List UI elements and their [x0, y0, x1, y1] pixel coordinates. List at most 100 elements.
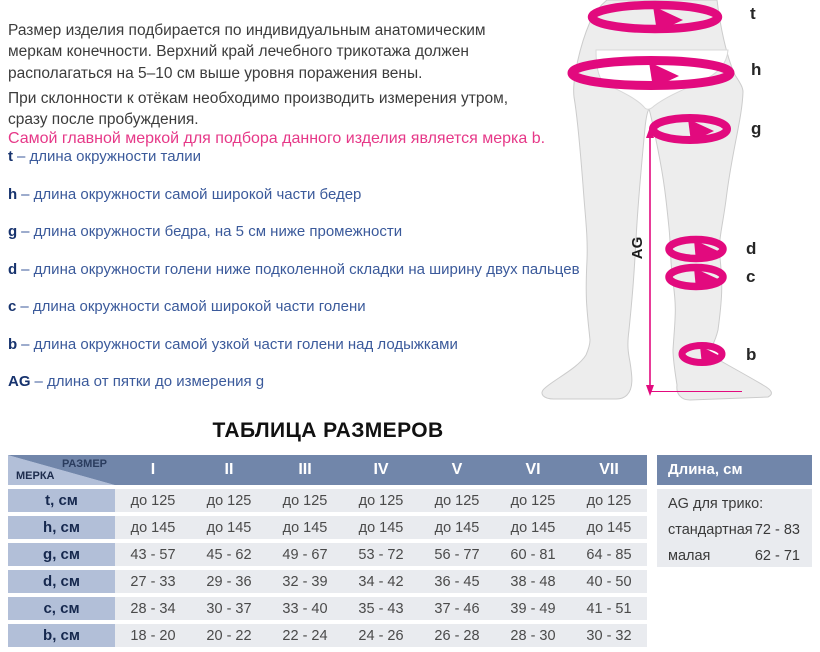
size-cell: 36 - 45	[419, 570, 495, 593]
size-table: РАЗМЕР МЕРКА I II III IV V VI VII t, см …	[8, 451, 647, 651]
definition-d: d – длина окружности голени ниже подколен…	[8, 261, 608, 279]
definition-text: – длина окружности самой широкой части б…	[21, 185, 362, 203]
definition-text: – длина окружности самой широкой части г…	[20, 298, 366, 315]
size-cell: до 125	[343, 489, 419, 512]
diagram-label-c: c	[746, 267, 756, 286]
row-label: c, см	[8, 597, 115, 620]
size-cell: до 125	[191, 489, 267, 512]
ag-arrow-bottom	[646, 385, 654, 396]
ag-arrow-top	[646, 127, 654, 138]
intro-highlight: Самой главной меркой для подбора данного…	[8, 130, 546, 147]
size-row-c: c, см 28 - 34 30 - 37 33 - 40 35 - 43 37…	[8, 597, 647, 620]
size-cell: 27 - 33	[115, 570, 191, 593]
length-row-standard: стандартная 72 - 83	[657, 518, 812, 542]
definition-text: – длина окружности голени ниже подколенн…	[21, 260, 580, 278]
row-label: g, см	[8, 543, 115, 566]
diagram-label-d: d	[746, 239, 757, 258]
size-cell: 22 - 24	[267, 624, 343, 647]
length-panel-header: Длина, см	[657, 455, 812, 485]
size-cell: 64 - 85	[571, 543, 647, 566]
definition-key: d	[8, 260, 18, 278]
size-cell: 53 - 72	[343, 543, 419, 566]
definition-key: g	[8, 223, 18, 240]
size-row-t: t, см до 125 до 125 до 125 до 125 до 125…	[8, 489, 647, 512]
column-header-6: VI	[495, 455, 571, 485]
size-cell: 26 - 28	[419, 624, 495, 647]
column-header-1: I	[115, 455, 191, 485]
circumference-arrow-b	[678, 342, 726, 366]
size-cell: 40 - 50	[571, 570, 647, 593]
diagram-label-t: t	[750, 4, 756, 23]
corner-measure-label: МЕРКА	[16, 470, 55, 482]
definition-key: c	[8, 298, 17, 315]
definition-key: b	[8, 335, 18, 353]
column-header-7: VII	[571, 455, 647, 485]
size-cell: до 125	[571, 489, 647, 512]
panty-shape	[595, 49, 729, 110]
size-cell: 56 - 77	[419, 543, 495, 566]
circumference-arrow-h	[567, 56, 735, 90]
size-cell: 37 - 46	[419, 597, 495, 620]
definition-text: – длина окружности бедра, на 5 см ниже п…	[21, 223, 403, 240]
definition-key: AG	[8, 373, 31, 390]
definition-key: h	[8, 185, 18, 203]
column-header-2: II	[191, 455, 267, 485]
size-cell: 33 - 40	[267, 597, 343, 620]
length-row-value: 72 - 83	[754, 522, 800, 538]
size-cell: 29 - 36	[191, 570, 267, 593]
size-cell: 38 - 48	[495, 570, 571, 593]
length-row-label: стандартная	[668, 522, 753, 538]
size-cell: 30 - 32	[571, 624, 647, 647]
size-cell: 30 - 37	[191, 597, 267, 620]
size-row-b: b, см 18 - 20 20 - 22 22 - 24 24 - 26 26…	[8, 624, 647, 647]
column-header-3: III	[267, 455, 343, 485]
definition-key: t	[8, 148, 13, 165]
ag-axis-label: AG	[629, 237, 646, 260]
size-cell: 49 - 67	[267, 543, 343, 566]
size-cell: до 145	[343, 516, 419, 539]
size-cell: до 145	[419, 516, 495, 539]
size-row-g: g, см 43 - 57 45 - 62 49 - 67 53 - 72 56…	[8, 543, 647, 566]
size-cell: до 125	[267, 489, 343, 512]
diagram-label-b: b	[746, 345, 757, 364]
size-cell: 28 - 30	[495, 624, 571, 647]
size-cell: 28 - 34	[115, 597, 191, 620]
size-cell: 45 - 62	[191, 543, 267, 566]
size-table-header-row: РАЗМЕР МЕРКА I II III IV V VI VII	[8, 455, 647, 485]
size-cell: до 125	[495, 489, 571, 512]
size-cell: до 145	[115, 516, 191, 539]
size-cell: 43 - 57	[115, 543, 191, 566]
circumference-arrow-d	[665, 235, 727, 263]
definition-text: – длина окружности талии	[17, 148, 202, 165]
size-cell: до 125	[115, 489, 191, 512]
diagram-label-g: g	[751, 119, 762, 138]
definition-text: – длина окружности самой узкой части гол…	[21, 335, 458, 353]
length-panel-subtitle-text: AG для трико:	[668, 496, 764, 512]
size-cell: 41 - 51	[571, 597, 647, 620]
size-cell: 32 - 39	[267, 570, 343, 593]
size-cell: до 125	[419, 489, 495, 512]
intro-paragraph-1: Размер изделия подбирается по индивидуал…	[8, 21, 486, 82]
size-cell: 34 - 42	[343, 570, 419, 593]
intro-paragraph-2: При склонности к отёкам необходимо произ…	[8, 89, 509, 129]
definition-b: b – длина окружности самой узкой части го…	[8, 336, 608, 354]
size-row-h: h, см до 145 до 145 до 145 до 145 до 145…	[8, 516, 647, 539]
size-cell: до 145	[571, 516, 647, 539]
size-cell: 60 - 81	[495, 543, 571, 566]
row-label: d, см	[8, 570, 115, 593]
definition-t: t – длина окружности талии	[8, 148, 608, 166]
circumference-arrow-t	[587, 0, 723, 34]
definition-g: g – длина окружности бедра, на 5 см ниже …	[8, 223, 608, 241]
length-panel-subtitle: AG для трико:	[657, 492, 812, 516]
definition-ag: AG – длина от пятки до измерения g	[8, 373, 608, 391]
size-cell: до 145	[191, 516, 267, 539]
size-cell: 39 - 49	[495, 597, 571, 620]
size-cell: 35 - 43	[343, 597, 419, 620]
circumference-arrow-c	[665, 263, 727, 291]
size-cell: до 145	[267, 516, 343, 539]
length-panel: AG для трико: стандартная 72 - 83 малая …	[657, 489, 812, 567]
size-row-d: d, см 27 - 33 29 - 36 32 - 39 34 - 42 36…	[8, 570, 647, 593]
corner-cell: РАЗМЕР МЕРКА	[8, 455, 115, 485]
measurement-definitions: t – длина окружности талии h – длина окруж…	[8, 148, 608, 411]
